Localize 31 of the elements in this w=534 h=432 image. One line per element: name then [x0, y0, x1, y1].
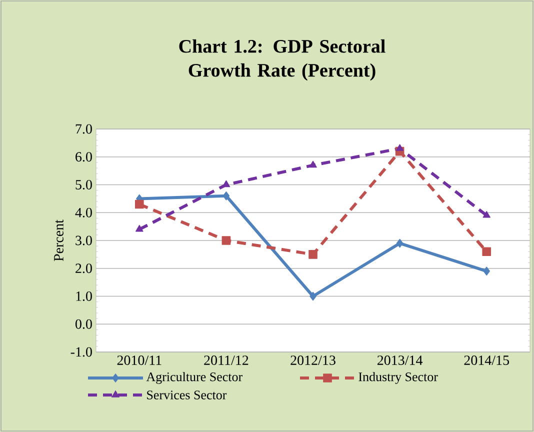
point — [482, 247, 492, 256]
y-tick-label: 7.0 — [76, 124, 92, 134]
legend-label: Industry Sector — [358, 372, 438, 384]
point — [396, 238, 404, 248]
point — [309, 160, 317, 168]
point — [310, 292, 316, 301]
x-tick-label: 2010/11 — [117, 356, 162, 365]
point — [482, 211, 490, 218]
x-tick-label: 2011/12 — [204, 356, 248, 365]
point — [135, 200, 144, 209]
y-tick-label: 6.0 — [76, 152, 92, 162]
legend-label: Agriculture Sector — [146, 372, 242, 384]
point — [396, 144, 404, 151]
y-tick-label: 5.0 — [76, 180, 92, 190]
y-tick-label: 0.0 — [76, 319, 92, 329]
x-tick-label: 2013/14 — [377, 356, 423, 365]
y-tick-label: 1.0 — [76, 291, 92, 302]
point — [308, 250, 318, 259]
point — [136, 224, 144, 232]
x-tick-label: 2014/15 — [464, 356, 510, 365]
y-tick-label: -1.0 — [70, 347, 92, 357]
y-tick-label: 4.0 — [75, 208, 92, 218]
y-tick-label: 3.0 — [76, 236, 92, 246]
point — [222, 192, 230, 200]
y-tick-label: 2.0 — [76, 264, 92, 274]
legend-label: Services Sector — [147, 390, 227, 400]
chart-title: Chart 1.2: GDP Sectoral Growth Rate (Percent) — [179, 39, 386, 81]
x-tick-label: 2012/13 — [290, 356, 336, 365]
point — [483, 266, 490, 276]
point — [222, 236, 231, 245]
y-axis-title: Percent — [54, 220, 64, 262]
